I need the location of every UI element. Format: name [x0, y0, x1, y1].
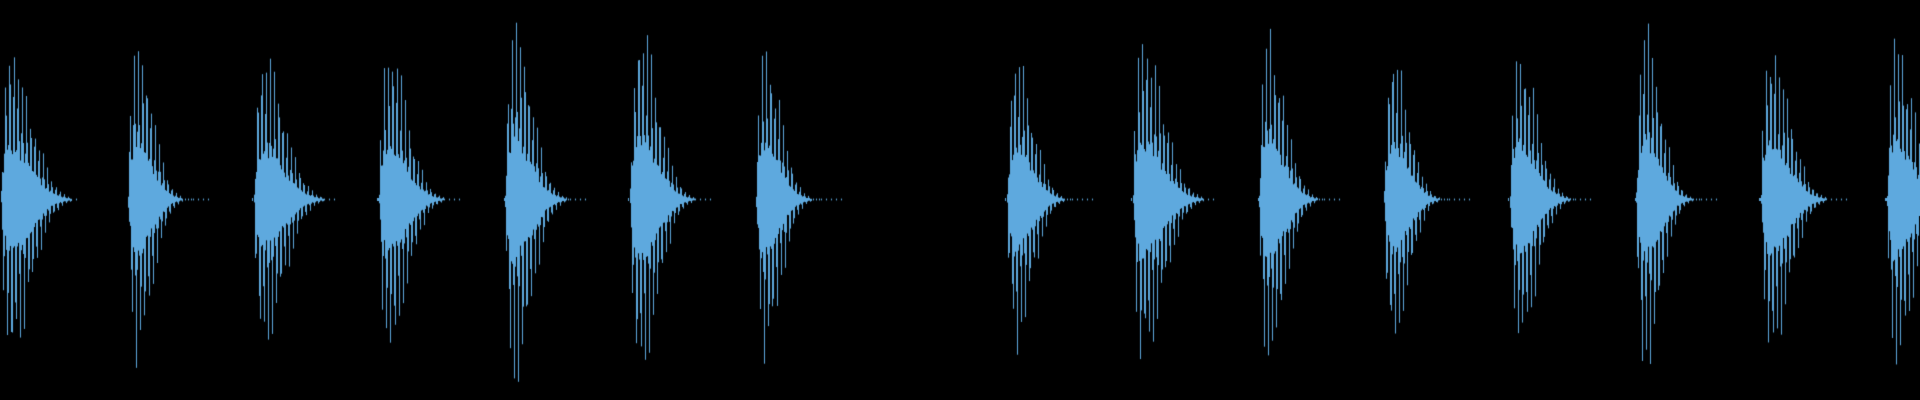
waveform-canvas[interactable]: [0, 0, 1920, 400]
waveform-display: [0, 0, 1920, 400]
